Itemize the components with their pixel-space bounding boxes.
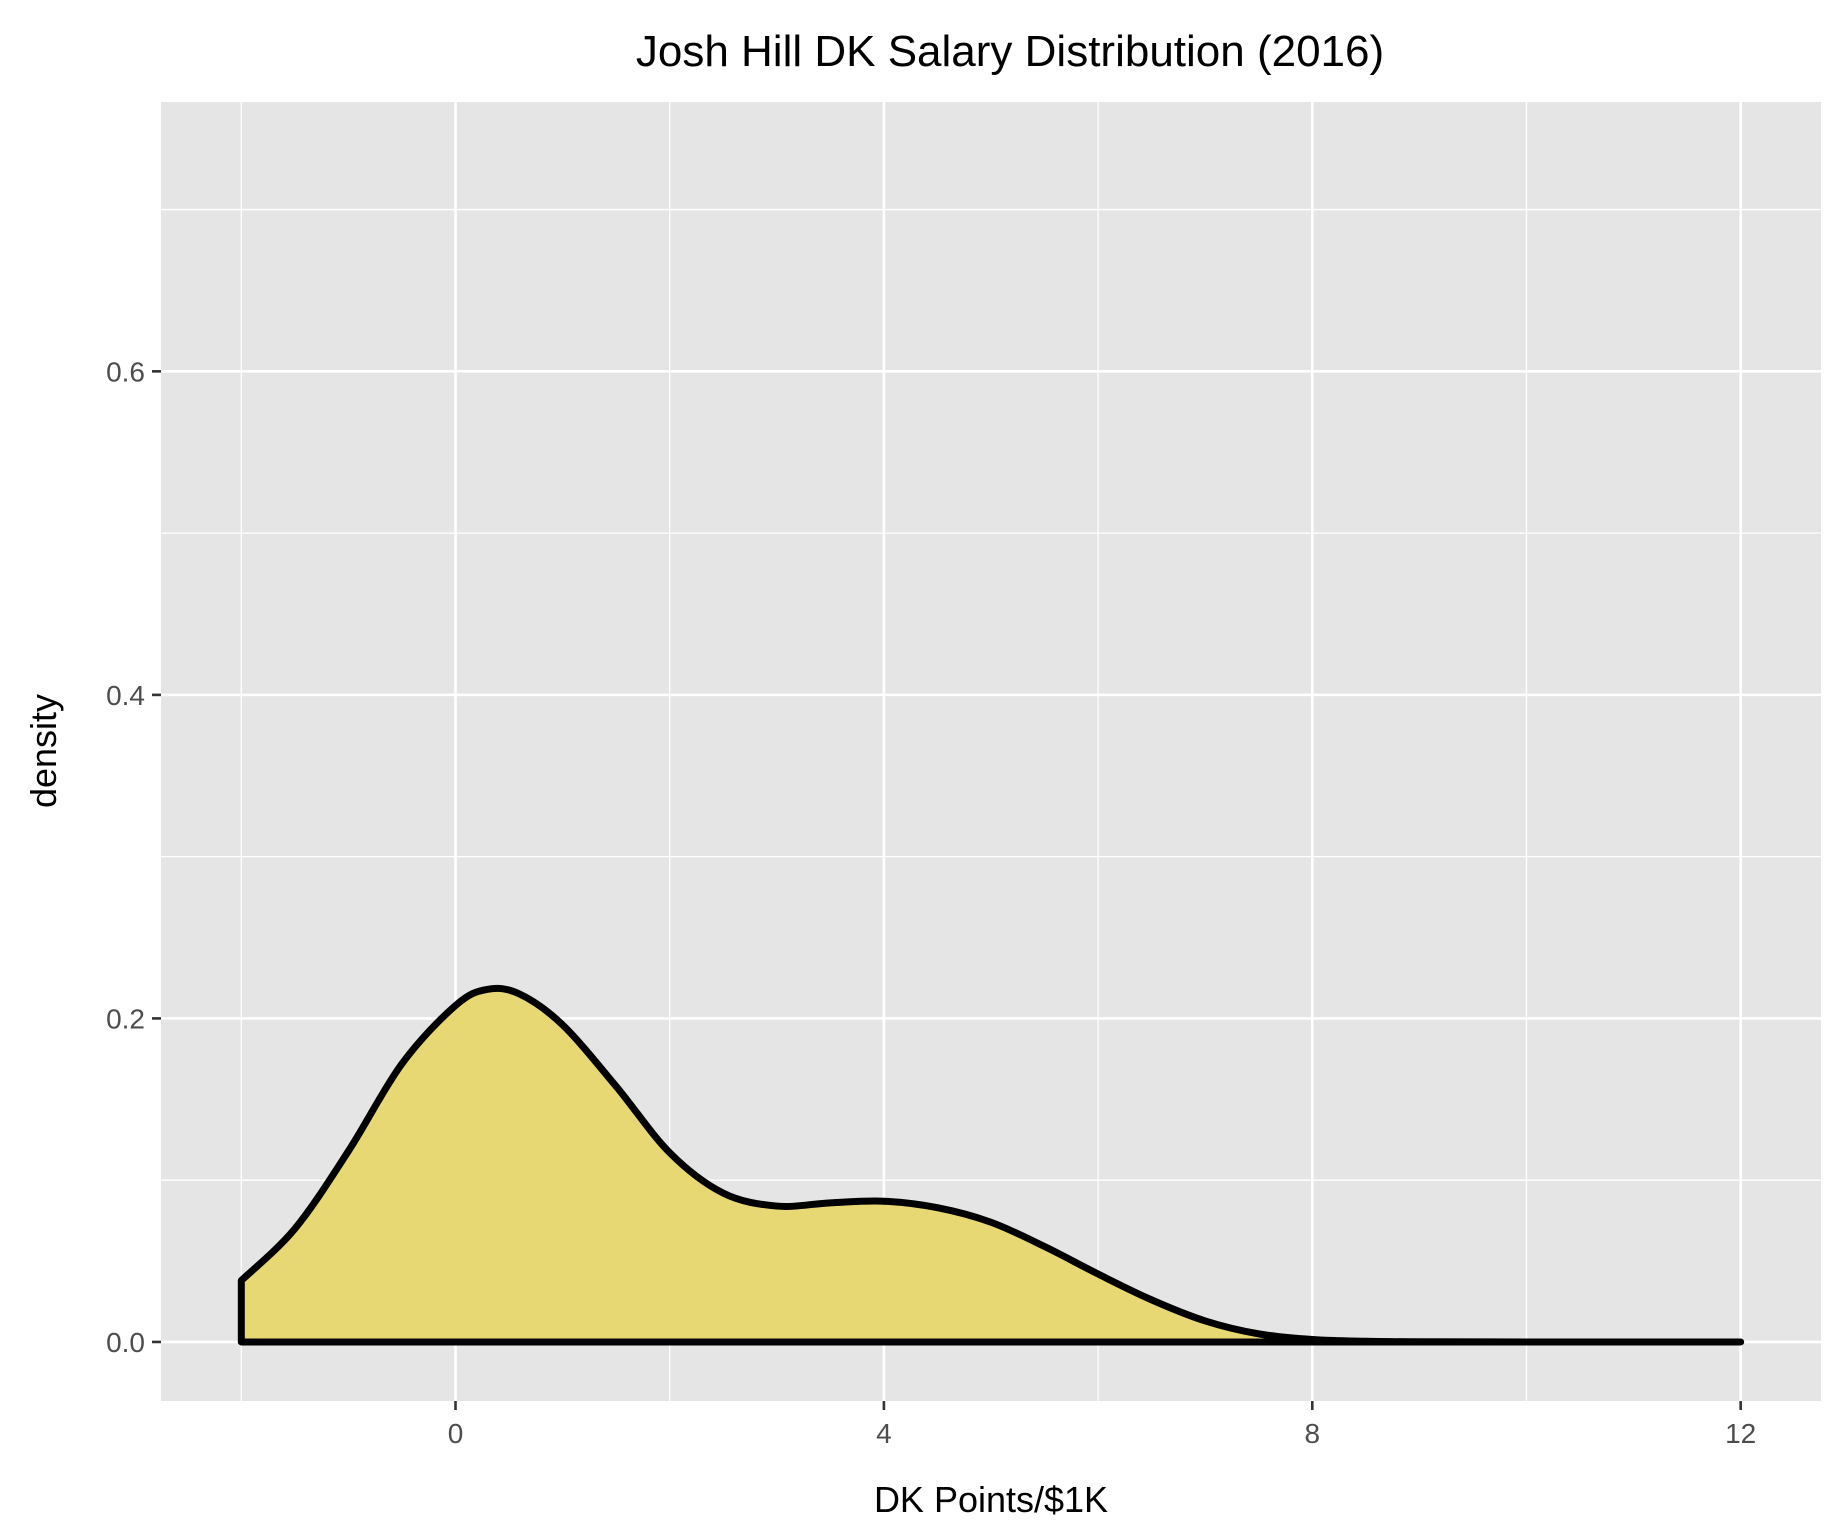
density-layer [237,984,1745,1346]
y-tick-label: 0.2 [106,1003,145,1034]
density-area [237,984,1745,1346]
chart-title: Josh Hill DK Salary Distribution (2016) [636,27,1384,76]
y-tick-label: 0.0 [106,1327,145,1358]
y-tick-label: 0.4 [106,680,145,711]
x-axis-title: DK Points/$1K [874,1479,1108,1520]
y-axis-title: density [23,694,64,808]
x-tick-label: 4 [876,1418,892,1449]
axes: 0.0 0.2 0.4 0.6 0 4 8 12 [106,356,1756,1449]
x-tick-label: 0 [448,1418,464,1449]
x-tick-label: 8 [1305,1418,1321,1449]
x-tick-label: 12 [1725,1418,1756,1449]
y-tick-label: 0.6 [106,356,145,387]
